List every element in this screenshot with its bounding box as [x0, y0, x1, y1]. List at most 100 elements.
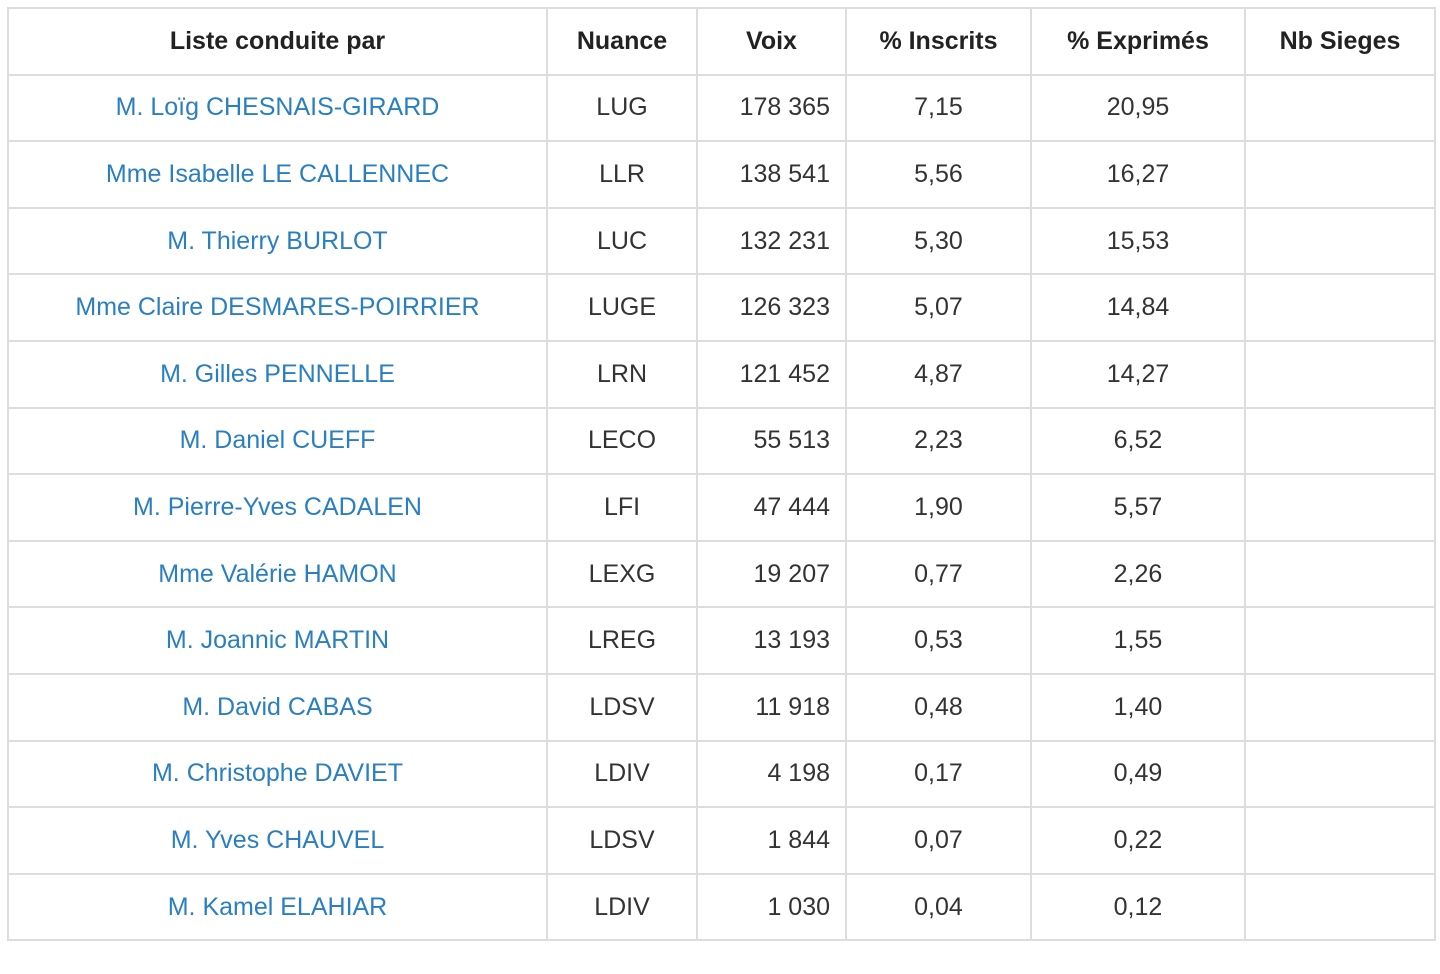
cell-nuance: LLR — [546, 140, 698, 209]
candidate-link[interactable]: M. Daniel CUEFF — [179, 426, 376, 455]
cell-voix: 4 198 — [696, 739, 847, 809]
table-body: M. Loïg CHESNAIS-GIRARD LUG 178 365 7,15 20,… — [7, 73, 1436, 942]
cell-voix: 11 918 — [696, 672, 847, 742]
candidate-link[interactable]: M. Kamel ELAHIAR — [167, 892, 388, 921]
cell-nuance: LECO — [546, 406, 698, 476]
cell-name: M. Kamel ELAHIAR — [7, 872, 548, 942]
cell-exprimes: 2,26 — [1030, 539, 1246, 609]
cell-inscrits: 0,48 — [845, 672, 1032, 742]
candidate-link[interactable]: Mme Claire DESMARES-POIRRIER — [75, 293, 480, 322]
cell-inscrits: 0,17 — [845, 739, 1032, 809]
cell-sieges — [1244, 739, 1436, 809]
cell-name: Mme Valérie HAMON — [7, 539, 548, 609]
cell-name: Mme Isabelle LE CALLENNEC — [7, 140, 548, 209]
cell-inscrits: 0,04 — [845, 872, 1032, 942]
table-row: M. Yves CHAUVEL LDSV 1 844 0,07 0,22 — [7, 806, 1436, 875]
header-voix: Voix — [696, 7, 847, 76]
header-inscrits: % Inscrits — [845, 7, 1032, 76]
cell-sieges — [1244, 806, 1436, 875]
table-row: M. Loïg CHESNAIS-GIRARD LUG 178 365 7,15 20,… — [7, 73, 1436, 143]
cell-inscrits: 5,07 — [845, 273, 1032, 342]
cell-exprimes: 0,49 — [1030, 739, 1246, 809]
cell-exprimes: 20,95 — [1030, 73, 1246, 143]
cell-exprimes: 0,12 — [1030, 872, 1246, 942]
candidate-link[interactable]: M. Yves CHAUVEL — [170, 825, 385, 854]
cell-sieges — [1244, 339, 1436, 409]
cell-nuance: LDIV — [546, 872, 698, 942]
cell-voix: 19 207 — [696, 539, 847, 609]
cell-nuance: LEXG — [546, 539, 698, 609]
cell-nuance: LDIV — [546, 739, 698, 809]
candidate-link[interactable]: M. Pierre-Yves CADALEN — [133, 492, 422, 521]
cell-inscrits: 7,15 — [845, 73, 1032, 143]
cell-name: M. Joannic MARTIN — [7, 606, 548, 675]
cell-exprimes: 0,22 — [1030, 806, 1246, 875]
cell-sieges — [1244, 672, 1436, 742]
header-nuance: Nuance — [546, 7, 698, 76]
cell-name: M. Daniel CUEFF — [7, 406, 548, 476]
cell-name: M. Gilles PENNELLE — [7, 339, 548, 409]
cell-inscrits: 0,77 — [845, 539, 1032, 609]
cell-nuance: LUG — [546, 73, 698, 143]
cell-name: M. Christophe DAVIET — [7, 739, 548, 809]
cell-exprimes: 14,84 — [1030, 273, 1246, 342]
cell-name: Mme Claire DESMARES-POIRRIER — [7, 273, 548, 342]
candidate-link[interactable]: M. Gilles PENNELLE — [160, 359, 395, 388]
candidate-link[interactable]: M. Joannic MARTIN — [165, 626, 390, 655]
cell-inscrits: 1,90 — [845, 473, 1032, 542]
cell-sieges — [1244, 539, 1436, 609]
candidate-link[interactable]: M. Christophe DAVIET — [151, 759, 403, 788]
cell-inscrits: 2,23 — [845, 406, 1032, 476]
candidate-link[interactable]: Mme Valérie HAMON — [158, 559, 397, 588]
cell-exprimes: 5,57 — [1030, 473, 1246, 542]
cell-sieges — [1244, 73, 1436, 143]
cell-name: M. Yves CHAUVEL — [7, 806, 548, 875]
cell-name: M. David CABAS — [7, 672, 548, 742]
cell-name: M. Loïg CHESNAIS-GIRARD — [7, 73, 548, 143]
candidate-link[interactable]: Mme Isabelle LE CALLENNEC — [105, 159, 450, 188]
cell-voix: 132 231 — [696, 206, 847, 276]
cell-name: M. Thierry BURLOT — [7, 206, 548, 276]
candidate-link[interactable]: M. David CABAS — [182, 692, 373, 721]
cell-inscrits: 4,87 — [845, 339, 1032, 409]
cell-voix: 47 444 — [696, 473, 847, 542]
cell-sieges — [1244, 273, 1436, 342]
cell-nuance: LDSV — [546, 806, 698, 875]
cell-sieges — [1244, 872, 1436, 942]
results-table-container: Liste conduite par Nuance Voix % Inscrit… — [7, 7, 1436, 942]
cell-exprimes: 15,53 — [1030, 206, 1246, 276]
cell-voix: 138 541 — [696, 140, 847, 209]
cell-nuance: LFI — [546, 473, 698, 542]
table-row: M. Pierre-Yves CADALEN LFI 47 444 1,90 5,57 — [7, 473, 1436, 542]
table-row: M. Kamel ELAHIAR LDIV 1 030 0,04 0,12 — [7, 872, 1436, 942]
cell-exprimes: 6,52 — [1030, 406, 1246, 476]
cell-nuance: LREG — [546, 606, 698, 675]
table-row: M. David CABAS LDSV 11 918 0,48 1,40 — [7, 672, 1436, 742]
cell-voix: 126 323 — [696, 273, 847, 342]
cell-sieges — [1244, 406, 1436, 476]
cell-inscrits: 5,56 — [845, 140, 1032, 209]
header-liste: Liste conduite par — [7, 7, 548, 76]
cell-nuance: LUC — [546, 206, 698, 276]
cell-inscrits: 0,07 — [845, 806, 1032, 875]
table-row: Mme Valérie HAMON LEXG 19 207 0,77 2,26 — [7, 539, 1436, 609]
table-row: M. Thierry BURLOT LUC 132 231 5,30 15,53 — [7, 206, 1436, 276]
header-exprimes: % Exprimés — [1030, 7, 1246, 76]
table-row: Mme Isabelle LE CALLENNEC LLR 138 541 5,56 1… — [7, 140, 1436, 209]
table-header: Liste conduite par Nuance Voix % Inscrit… — [7, 7, 1436, 76]
election-results-table: Liste conduite par Nuance Voix % Inscrit… — [7, 7, 1436, 942]
candidate-link[interactable]: M. Loïg CHESNAIS-GIRARD — [115, 93, 440, 122]
cell-sieges — [1244, 206, 1436, 276]
table-row: M. Joannic MARTIN LREG 13 193 0,53 1,55 — [7, 606, 1436, 675]
cell-exprimes: 14,27 — [1030, 339, 1246, 409]
table-row: M. Daniel CUEFF LECO 55 513 2,23 6,52 — [7, 406, 1436, 476]
cell-voix: 1 844 — [696, 806, 847, 875]
cell-nuance: LDSV — [546, 672, 698, 742]
cell-voix: 1 030 — [696, 872, 847, 942]
cell-name: M. Pierre-Yves CADALEN — [7, 473, 548, 542]
candidate-link[interactable]: M. Thierry BURLOT — [167, 226, 388, 255]
cell-sieges — [1244, 140, 1436, 209]
header-sieges: Nb Sieges — [1244, 7, 1436, 76]
cell-inscrits: 0,53 — [845, 606, 1032, 675]
cell-exprimes: 16,27 — [1030, 140, 1246, 209]
